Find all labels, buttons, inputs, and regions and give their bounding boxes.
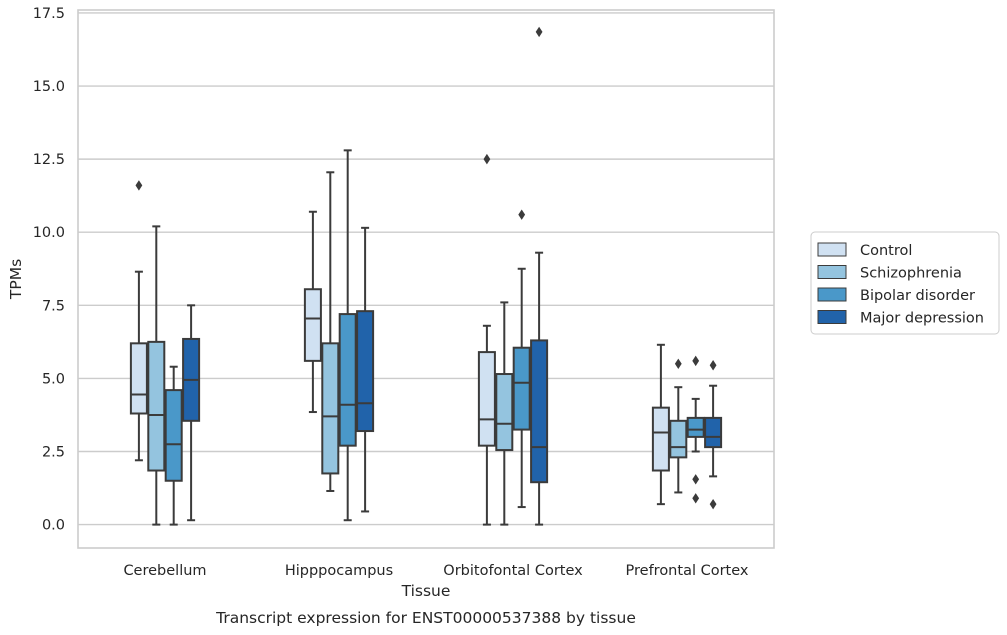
y-tick-label: 0.0 (42, 518, 65, 534)
outlier-point (483, 153, 491, 165)
chart-title: Transcript expression for ENST0000053738… (215, 609, 636, 627)
box (321, 342, 340, 475)
box-group (669, 358, 688, 494)
x-tick-label: Orbitofontal Cortex (443, 563, 583, 579)
legend-swatch (817, 287, 847, 302)
box (477, 351, 496, 447)
legend-swatch (817, 242, 847, 257)
outlier-point (692, 474, 700, 485)
outlier-point (535, 26, 543, 38)
y-tick-label: 2.5 (42, 445, 65, 461)
y-tick-label: 5.0 (42, 371, 65, 387)
box (356, 310, 375, 433)
box-group (129, 180, 148, 462)
box (704, 416, 723, 449)
box (147, 340, 166, 472)
y-axis-label: TPMs (7, 259, 25, 300)
box-group (495, 301, 514, 526)
legend-swatch (817, 310, 847, 324)
box-group (303, 210, 322, 414)
box-group (512, 209, 531, 509)
legend-label: Major depression (860, 311, 984, 327)
legend-label: Bipolar disorder (860, 288, 975, 304)
box-group (164, 365, 183, 526)
x-tick-label: Cerebellum (123, 563, 206, 579)
x-tick-label: Prefrontal Cortex (626, 563, 749, 579)
box (669, 419, 688, 459)
outlier-point (135, 180, 143, 191)
legend-frame (810, 231, 1000, 335)
boxes (129, 26, 723, 526)
box (303, 288, 322, 362)
legend-label: Schizophrenia (860, 266, 962, 282)
y-tick-label: 15.0 (33, 79, 65, 95)
legend-swatch (817, 265, 847, 279)
box (686, 416, 705, 438)
outlier-point (692, 355, 700, 367)
x-tick-label: Hipppocampus (285, 563, 393, 579)
outlier-point (709, 498, 717, 510)
box-group (147, 225, 166, 526)
outlier-point (692, 493, 700, 504)
box-group (477, 153, 496, 526)
outlier-point (674, 358, 682, 369)
box (338, 313, 357, 447)
y-tick-labels: 0.0 2.5 5.0 7.5 10.0 12.5 15.0 17.5 (33, 6, 65, 534)
y-tick-label: 12.5 (33, 152, 65, 168)
box-group (704, 360, 723, 510)
box-group (651, 343, 670, 506)
y-tick-label: 7.5 (42, 298, 65, 314)
box (495, 373, 514, 452)
box-group (182, 304, 201, 522)
legend-label: Control (860, 243, 912, 259)
box-group (338, 149, 357, 522)
y-tick-label: 17.5 (33, 6, 65, 22)
x-tick-labels: Cerebellum Hipppocampus Orbitofontal Corte… (123, 563, 748, 579)
plot-frame (77, 9, 775, 549)
box (164, 389, 183, 482)
box-group (321, 171, 340, 492)
box (512, 346, 531, 431)
outlier-point (518, 209, 526, 220)
outlier-point (709, 360, 717, 371)
legend: Control Schizophrenia Bipolar disorder Majo… (810, 231, 1000, 335)
box (530, 339, 549, 484)
box (129, 342, 148, 415)
y-tick-label: 10.0 (33, 225, 65, 241)
box-group (356, 226, 375, 513)
box-group (530, 26, 549, 526)
box-group (686, 355, 705, 504)
x-axis-label: Tissue (401, 582, 451, 600)
box (651, 406, 670, 472)
